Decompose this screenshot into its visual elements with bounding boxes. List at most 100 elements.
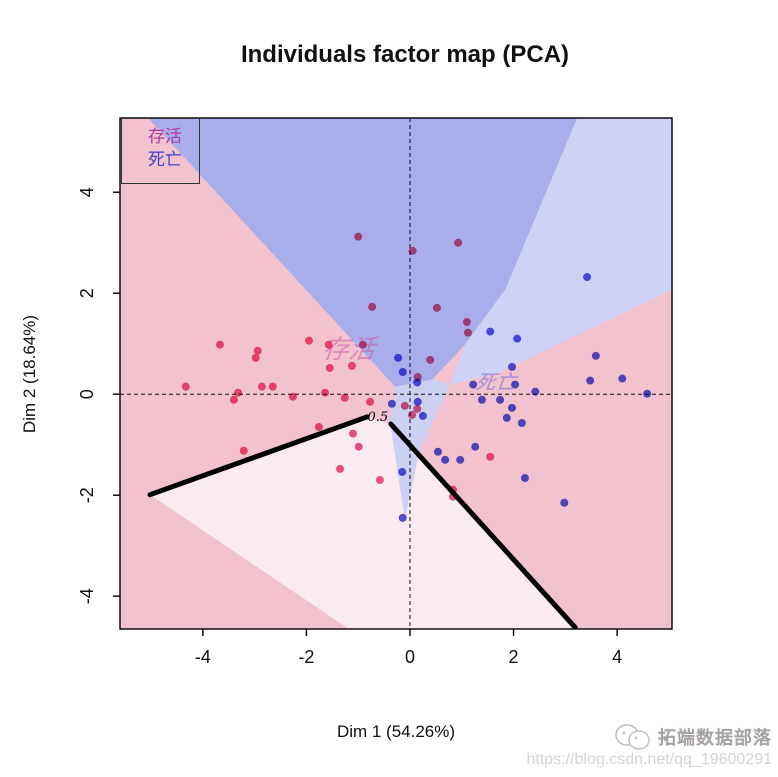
data-point bbox=[471, 442, 480, 451]
data-point bbox=[408, 410, 417, 419]
brand-name: 拓端数据部落 bbox=[658, 728, 772, 748]
data-point bbox=[454, 238, 463, 247]
legend-item-survive: 存活 bbox=[148, 127, 182, 146]
data-point bbox=[324, 340, 333, 349]
data-point bbox=[456, 455, 465, 464]
data-point bbox=[234, 388, 243, 397]
decision-region-pale-blue-wedge bbox=[389, 379, 450, 520]
class-centroid-mark-1: 死亡 bbox=[474, 372, 520, 394]
data-point bbox=[477, 395, 486, 404]
data-point bbox=[387, 399, 396, 408]
data-point bbox=[253, 346, 262, 355]
class-centroid-mark-0: 存活 bbox=[321, 335, 380, 364]
boundary-line-0 bbox=[147, 414, 370, 498]
data-point bbox=[531, 387, 540, 396]
data-point bbox=[507, 362, 516, 371]
data-point bbox=[314, 423, 323, 432]
x-tick-label: 2 bbox=[509, 647, 519, 667]
data-point bbox=[418, 411, 427, 420]
data-point bbox=[229, 395, 238, 404]
data-point bbox=[513, 334, 522, 343]
data-point bbox=[368, 302, 377, 311]
data-point bbox=[586, 376, 595, 385]
data-point bbox=[340, 393, 349, 402]
decision-region-light-blue-right bbox=[449, 118, 672, 385]
chart-title: Individuals factor map (PCA) bbox=[240, 41, 570, 68]
data-point bbox=[643, 389, 652, 398]
data-point bbox=[398, 513, 407, 522]
y-tick-label: -4 bbox=[77, 588, 97, 604]
data-point bbox=[520, 474, 529, 483]
data-point bbox=[413, 404, 422, 413]
data-point bbox=[433, 447, 442, 456]
data-point bbox=[215, 340, 224, 349]
decision-region-pale-pink-lower bbox=[150, 416, 581, 629]
x-tick-label: 4 bbox=[612, 647, 622, 667]
data-point bbox=[336, 464, 345, 473]
data-point bbox=[413, 397, 422, 406]
data-point bbox=[463, 328, 472, 337]
data-point bbox=[486, 327, 495, 336]
data-point bbox=[441, 455, 450, 464]
data-point bbox=[413, 378, 422, 387]
x-tick-label: 0 bbox=[405, 647, 415, 667]
x-tick-label: -4 bbox=[195, 647, 211, 667]
x-axis-label: Dim 1 (54.26%) bbox=[336, 722, 456, 741]
data-point bbox=[257, 382, 266, 391]
watermark: 拓端数据部落 https://blog.csdn.net/qq_19600291 bbox=[526, 721, 772, 769]
boundary-level-label: 0.5 bbox=[368, 410, 389, 425]
data-point bbox=[507, 403, 516, 412]
y-tick-label: 0 bbox=[77, 389, 97, 399]
data-point bbox=[517, 418, 526, 427]
data-point bbox=[394, 353, 403, 362]
data-point bbox=[268, 382, 277, 391]
y-tick-label: 4 bbox=[77, 187, 97, 197]
watermark-url: https://blog.csdn.net/qq_19600291 bbox=[526, 751, 772, 768]
data-point bbox=[560, 498, 569, 507]
plot-frame bbox=[119, 117, 673, 630]
data-point bbox=[321, 388, 330, 397]
data-point bbox=[181, 382, 190, 391]
data-point bbox=[305, 336, 314, 345]
data-point bbox=[251, 353, 260, 362]
data-point bbox=[496, 395, 505, 404]
data-point bbox=[426, 355, 435, 364]
data-point bbox=[469, 380, 478, 389]
data-point bbox=[239, 446, 248, 455]
y-tick-label: -2 bbox=[77, 487, 97, 503]
brand-row: 拓端数据部落 bbox=[526, 721, 772, 753]
tuoduan-logo-icon bbox=[615, 724, 650, 750]
data-point bbox=[375, 476, 384, 485]
data-point bbox=[486, 452, 495, 461]
data-point bbox=[347, 361, 356, 370]
data-point bbox=[448, 492, 457, 501]
data-point bbox=[462, 317, 471, 326]
data-point bbox=[400, 401, 409, 410]
data-point bbox=[354, 232, 363, 241]
data-point bbox=[502, 413, 511, 422]
data-point bbox=[618, 374, 627, 383]
legend: 存活 死亡 bbox=[121, 118, 200, 184]
x-tick-label: -2 bbox=[298, 647, 314, 667]
data-point bbox=[398, 467, 407, 476]
data-point bbox=[511, 380, 520, 389]
data-point bbox=[325, 363, 334, 372]
data-point bbox=[354, 442, 363, 451]
data-point bbox=[583, 273, 592, 282]
data-point bbox=[349, 429, 358, 438]
legend-item-death: 死亡 bbox=[148, 150, 182, 169]
data-point bbox=[591, 351, 600, 360]
data-point bbox=[366, 397, 375, 406]
data-point bbox=[358, 340, 367, 349]
data-point bbox=[432, 303, 441, 312]
y-tick-label: 2 bbox=[77, 288, 97, 298]
boundary-line-1 bbox=[388, 421, 578, 629]
y-axis-label: Dim 2 (18.64%) bbox=[20, 314, 39, 434]
data-point bbox=[288, 392, 297, 401]
data-point bbox=[398, 367, 407, 376]
data-point bbox=[408, 246, 417, 255]
data-point bbox=[448, 485, 457, 494]
